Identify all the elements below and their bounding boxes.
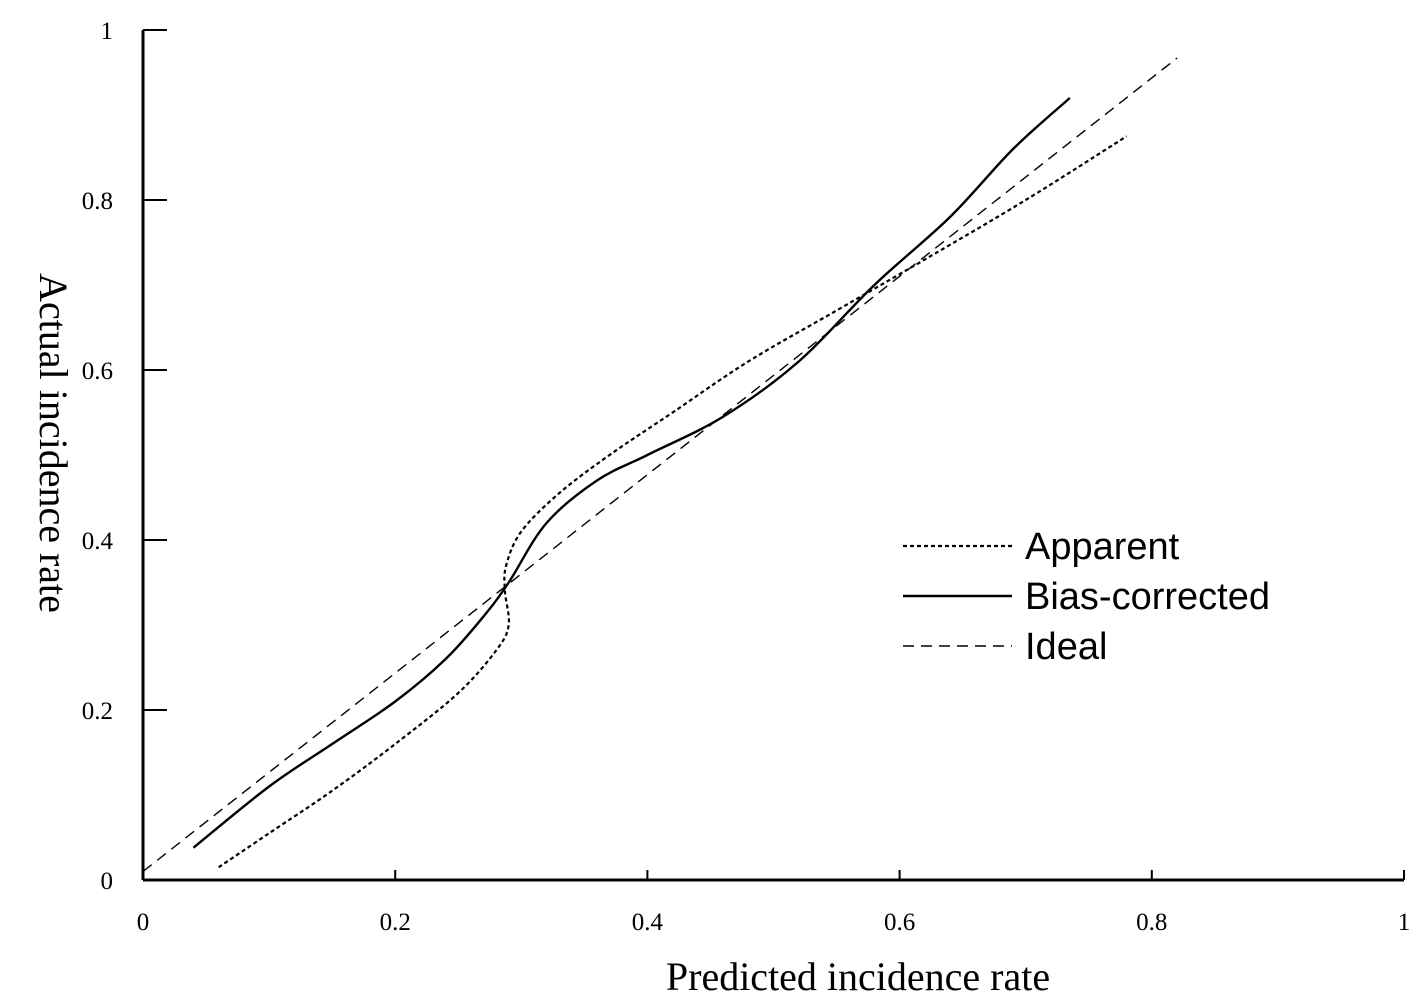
series-line-apparent (218, 135, 1128, 869)
y-tick-label: 0.2 (82, 698, 113, 725)
x-tick-label: 0.8 (1136, 909, 1167, 936)
x-ticks: 0 0.2 0.4 0.6 0.8 1 (137, 870, 1411, 936)
legend-label: Ideal (1025, 626, 1107, 668)
axes (141, 30, 1404, 882)
legend-label: Bias-corrected (1025, 576, 1270, 618)
x-tick-label: 0.4 (632, 909, 664, 936)
y-tick-label: 0 (101, 868, 114, 895)
x-tick-label: 0.6 (884, 909, 915, 936)
x-axis-label: Predicted incidence rate (666, 954, 1050, 999)
x-tick-label: 1 (1398, 909, 1411, 936)
y-tick-label: 0.6 (82, 358, 113, 385)
legend: Apparent Bias-corrected Ideal (903, 526, 1270, 668)
y-tick-label: 0.8 (82, 188, 113, 215)
x-tick-label: 0.2 (380, 909, 411, 936)
legend-label: Apparent (1025, 526, 1180, 568)
y-axis-label: Actual incidence rate (31, 273, 76, 613)
y-ticks: 0 0.2 0.4 0.6 0.8 1 (82, 18, 167, 895)
y-tick-label: 0.4 (82, 528, 114, 555)
series-line-bias-corrected (192, 97, 1071, 849)
series-line-ideal (142, 57, 1178, 873)
series-lines (142, 57, 1178, 873)
y-tick-label: 1 (101, 18, 114, 45)
x-tick-label: 0 (137, 909, 150, 936)
